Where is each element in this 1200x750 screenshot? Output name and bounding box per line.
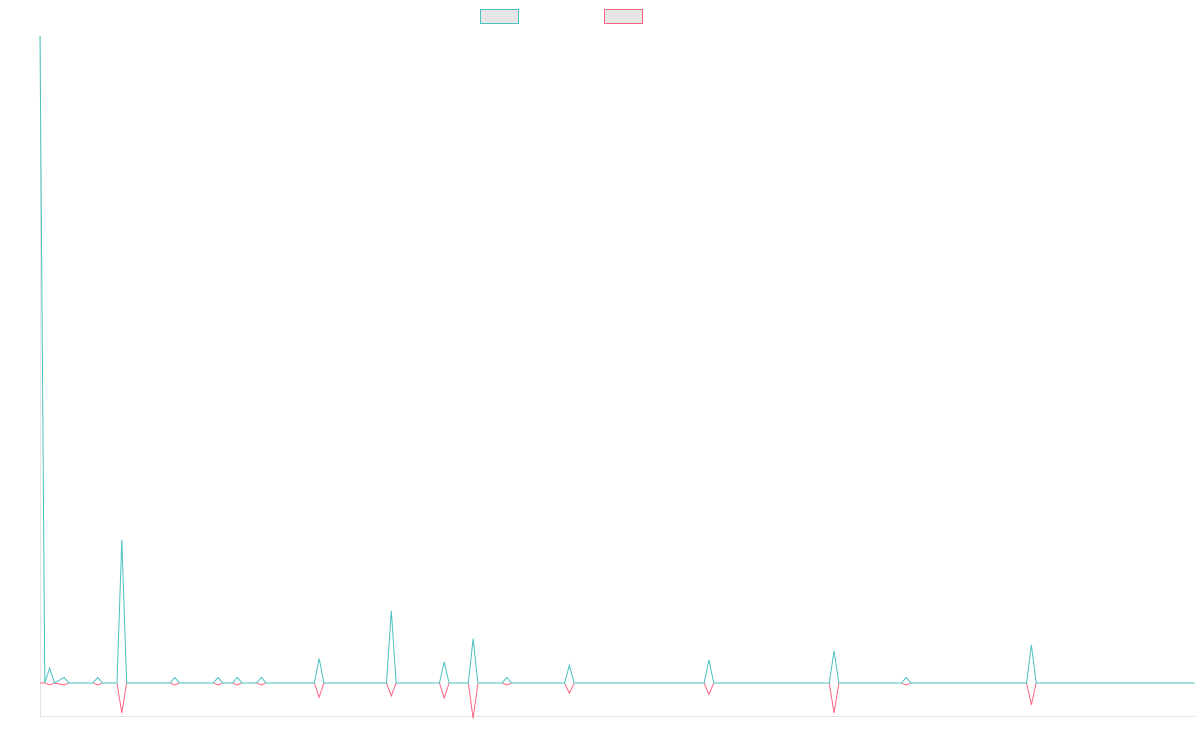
legend <box>0 9 1200 27</box>
series-layer <box>39 35 1195 719</box>
legend-item-series-2[interactable] <box>604 9 643 24</box>
legend-swatch-series-2 <box>604 9 643 24</box>
legend-item-series-1[interactable] <box>480 9 519 24</box>
series-1-line <box>39 35 1195 684</box>
legend-swatch-series-1 <box>480 9 519 24</box>
series-2-line <box>40 682 1195 719</box>
